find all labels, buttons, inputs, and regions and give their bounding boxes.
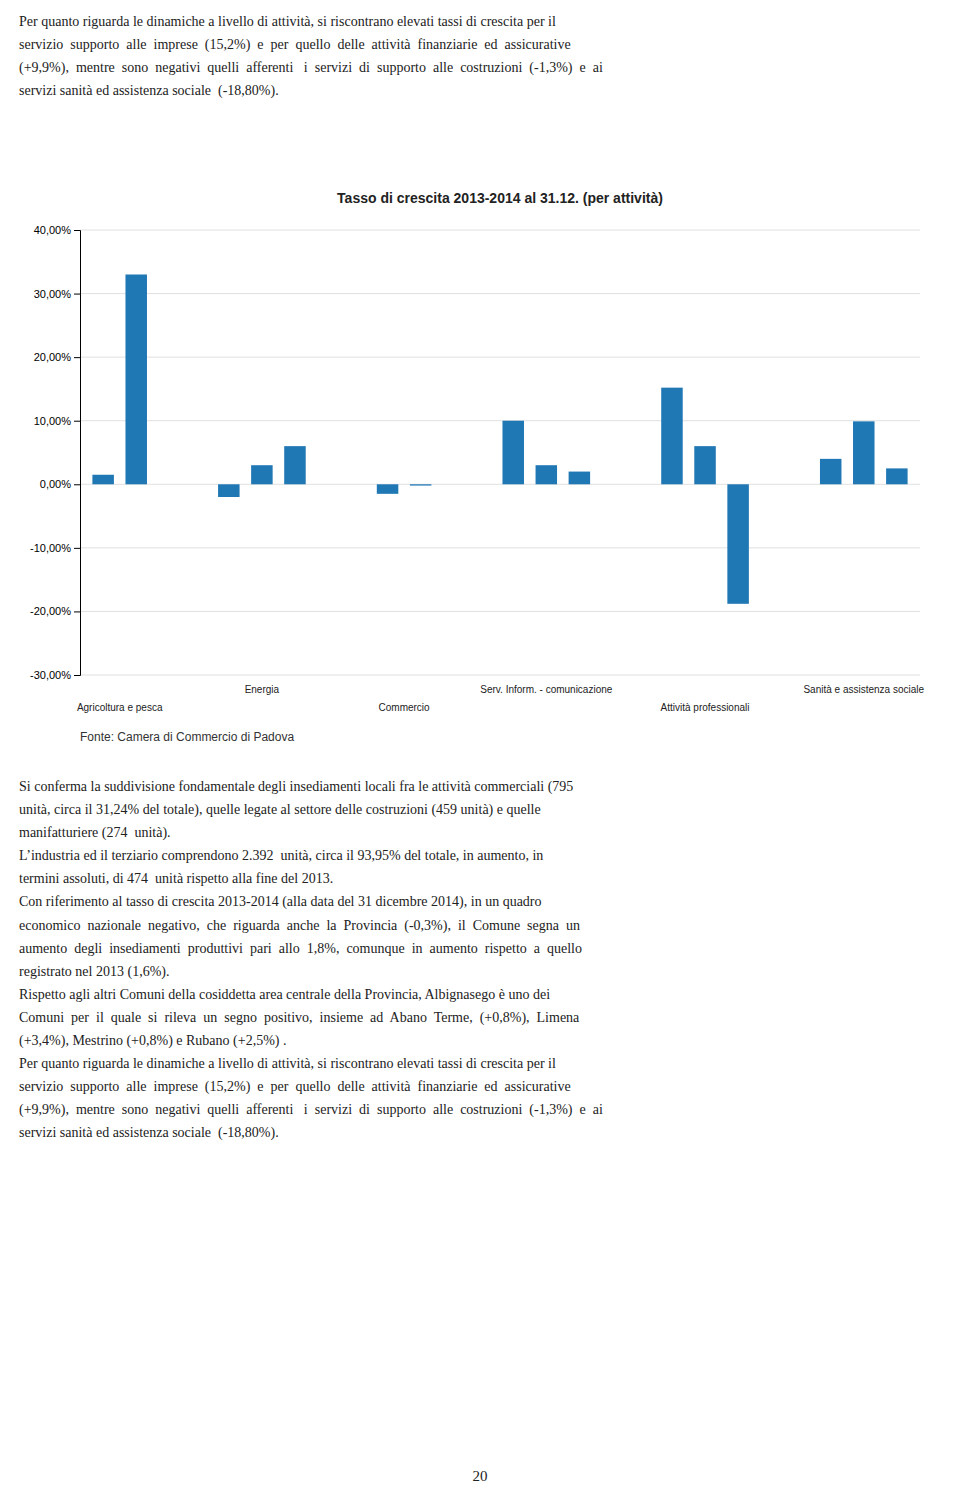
tick-mark <box>74 548 80 549</box>
bar <box>536 465 557 484</box>
tick-mark <box>74 484 80 485</box>
bar <box>694 446 715 484</box>
bar <box>727 484 748 604</box>
title: Tasso di crescita 2013-2014 al 31.12. (p… <box>337 190 663 206</box>
bars <box>92 275 907 604</box>
grid-line <box>80 484 920 485</box>
category-label: Energia <box>245 684 280 695</box>
bar <box>218 484 239 497</box>
tick-mark <box>74 611 80 612</box>
tick: -20,00% <box>30 605 80 617</box>
bar <box>125 275 146 485</box>
grid-line <box>80 293 920 294</box>
grid-line <box>80 547 920 548</box>
tick-label: 20,00% <box>34 351 72 363</box>
bar <box>251 465 272 484</box>
grid-line <box>80 420 920 421</box>
bar <box>853 421 874 484</box>
source: Fonte: Camera di Commercio di Padova <box>80 730 294 744</box>
bar <box>661 388 682 485</box>
tick: -30,00% <box>30 669 80 681</box>
category-label: Agricoltura e pesca <box>77 702 163 713</box>
tick-label: 0,00% <box>40 478 71 490</box>
group-labels: Agricoltura e pesca Energia Commercio Serv.… <box>77 684 925 713</box>
grid <box>80 230 920 675</box>
bar <box>502 421 523 485</box>
top-paragraph: Per quanto riguarda le dinamiche a livel… <box>19 10 941 102</box>
tick-label: 30,00% <box>34 288 72 300</box>
tick-label: -30,00% <box>30 669 71 681</box>
page-number: 20 <box>0 1468 960 1485</box>
tick-mark <box>74 230 80 231</box>
grid-line <box>80 675 920 676</box>
grid-line <box>80 230 920 231</box>
tick: 20,00% <box>34 351 80 363</box>
tick-label: -10,00% <box>30 542 71 554</box>
tick-label: 10,00% <box>34 415 72 427</box>
category-label: Sanità e assistenza sociale <box>803 684 924 695</box>
tick-label: 40,00% <box>34 224 72 236</box>
y-axis: -30,00% -20,00% -10,00% 0,00% 10,00% 20,00% 30… <box>30 224 80 681</box>
axis-line <box>74 231 81 676</box>
grid-line <box>80 357 920 358</box>
bottom-paragraph: Si conferma la suddivisione fondamentale… <box>19 775 941 1145</box>
tick: -10,00% <box>30 542 80 554</box>
bar <box>820 459 841 484</box>
category-label: Serv. Inform. - comunicazione <box>480 684 613 695</box>
bar <box>410 484 431 485</box>
bar <box>886 468 907 484</box>
grid-line <box>80 611 920 612</box>
tick: 40,00% <box>34 224 80 236</box>
tick-mark <box>74 357 80 358</box>
tick: 0,00% <box>40 478 80 490</box>
category-label: Attività professionali <box>661 702 750 713</box>
tick-mark <box>74 294 80 295</box>
chart: -30,00% -20,00% -10,00% 0,00% 10,00% 20,00% 30… <box>0 175 960 765</box>
bar <box>569 472 590 485</box>
tick-mark <box>74 421 80 422</box>
tick-mark <box>74 675 80 676</box>
category-label: Commercio <box>379 702 431 713</box>
bar <box>377 484 398 494</box>
tick: 10,00% <box>34 415 80 427</box>
bar <box>92 475 113 485</box>
bar <box>284 446 305 484</box>
tick: 30,00% <box>34 288 80 300</box>
tick-label: -20,00% <box>30 605 71 617</box>
